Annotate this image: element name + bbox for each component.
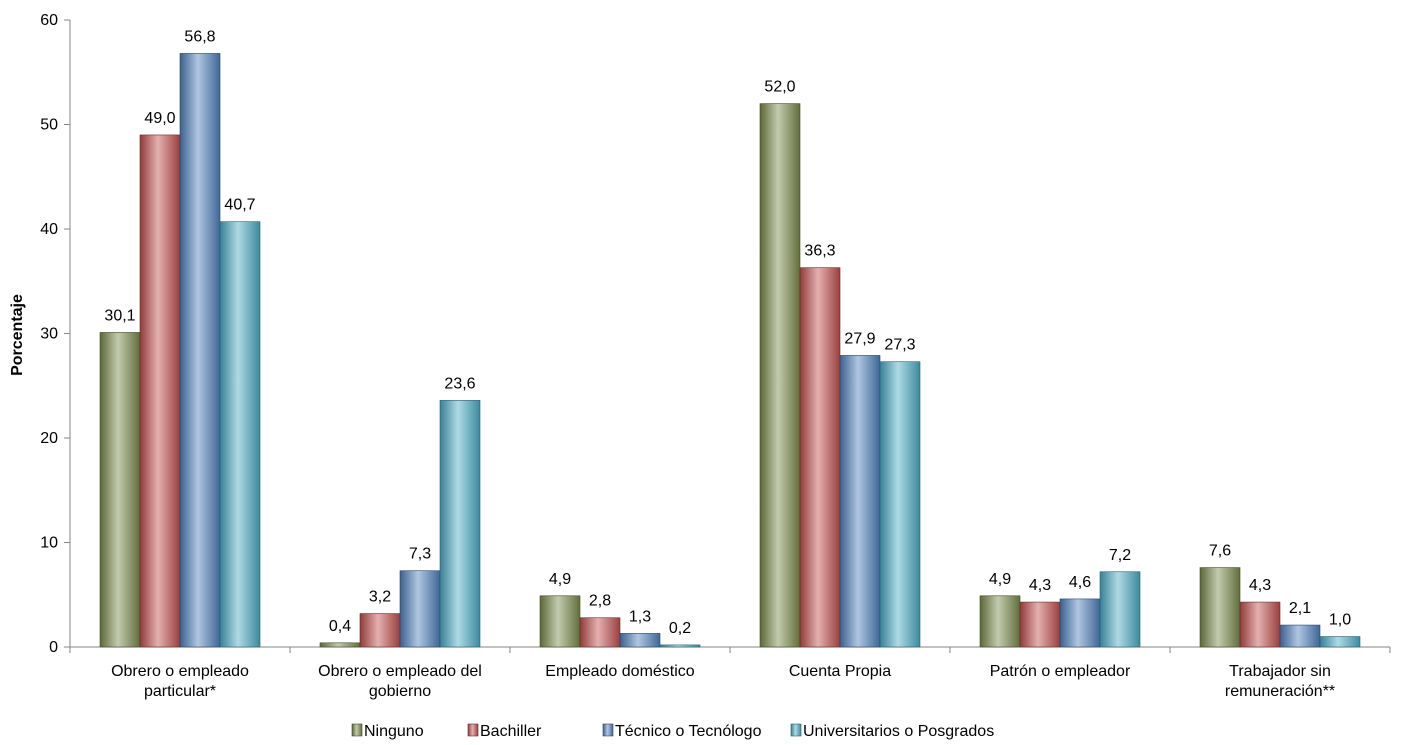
data-label: 40,7 bbox=[224, 197, 255, 214]
y-tick-label: 50 bbox=[40, 117, 58, 134]
bar bbox=[359, 613, 401, 648]
legend-label: Ninguno bbox=[364, 723, 424, 740]
data-label: 1,0 bbox=[1329, 612, 1351, 629]
bar bbox=[179, 53, 221, 648]
x-tick-label: Empleado doméstico bbox=[545, 663, 695, 680]
bar bbox=[1279, 624, 1321, 648]
bar bbox=[1099, 571, 1141, 648]
data-label: 2,8 bbox=[589, 593, 611, 610]
data-label: 23,6 bbox=[444, 375, 475, 392]
bar bbox=[659, 644, 701, 648]
data-label: 7,2 bbox=[1109, 547, 1131, 564]
y-tick-label: 20 bbox=[40, 430, 58, 447]
x-tick-labels: Obrero o empleado particular* Obrero o emp… bbox=[111, 663, 1335, 700]
legend-label: Universitarios o Posgrados bbox=[803, 723, 994, 740]
x-tick-label: Obrero o empleado del bbox=[318, 663, 482, 680]
x-tick-label: Patrón o empleador bbox=[990, 663, 1131, 680]
legend-label: Bachiller bbox=[480, 723, 542, 740]
bar bbox=[1239, 601, 1281, 648]
x-tick-label: Cuenta Propia bbox=[789, 663, 891, 680]
data-label: 3,2 bbox=[369, 589, 391, 606]
legend-swatch bbox=[790, 723, 802, 737]
bar bbox=[879, 361, 921, 648]
bar bbox=[579, 617, 621, 648]
data-label: 0,4 bbox=[329, 618, 351, 635]
bar bbox=[759, 103, 801, 648]
legend-label: Técnico o Tecnólogo bbox=[615, 723, 762, 740]
bar bbox=[1059, 598, 1101, 648]
legend-swatch bbox=[467, 723, 479, 737]
y-tick-label: 30 bbox=[40, 326, 58, 343]
data-label: 2,1 bbox=[1289, 600, 1311, 617]
data-label: 1,3 bbox=[629, 608, 651, 625]
y-tick-label: 60 bbox=[40, 12, 58, 29]
x-tick-label: Obrero o empleado bbox=[111, 663, 249, 680]
data-label: 7,3 bbox=[409, 546, 431, 563]
data-label: 7,6 bbox=[1209, 543, 1231, 560]
x-tick-label: Trabajador sin bbox=[1229, 663, 1331, 680]
data-label: 27,3 bbox=[884, 337, 915, 354]
bar bbox=[1019, 601, 1061, 648]
data-label: 36,3 bbox=[804, 243, 835, 260]
bar bbox=[219, 221, 261, 648]
bar bbox=[839, 355, 881, 648]
data-label: 27,9 bbox=[844, 330, 875, 347]
axes: 0 10 20 30 40 50 60 bbox=[40, 12, 1391, 656]
x-tick-label: gobierno bbox=[369, 683, 431, 700]
legend-swatch bbox=[351, 723, 363, 737]
y-axis-label: Porcentaje bbox=[9, 294, 26, 376]
data-label: 4,3 bbox=[1029, 577, 1051, 594]
bar bbox=[1199, 567, 1241, 648]
bar bbox=[319, 642, 361, 648]
data-label: 4,9 bbox=[989, 571, 1011, 588]
data-label: 30,1 bbox=[104, 307, 135, 324]
bar bbox=[139, 134, 181, 648]
legend: Ninguno Bachiller Técnico o Tecnólogo Unive… bbox=[351, 723, 994, 740]
data-label: 56,8 bbox=[184, 28, 215, 45]
data-label: 4,3 bbox=[1249, 577, 1271, 594]
y-tick-label: 40 bbox=[40, 221, 58, 238]
y-tick-label: 0 bbox=[49, 639, 58, 656]
bar bbox=[399, 570, 441, 648]
y-tick-label: 10 bbox=[40, 535, 58, 552]
data-label: 52,0 bbox=[764, 79, 795, 96]
bar bbox=[799, 267, 841, 648]
data-label: 0,2 bbox=[669, 620, 691, 637]
bars bbox=[99, 53, 1361, 648]
data-label: 4,9 bbox=[549, 571, 571, 588]
bar bbox=[439, 400, 481, 648]
bar bbox=[1319, 636, 1361, 648]
x-tick-label: remuneración** bbox=[1225, 683, 1335, 700]
x-tick-label: particular* bbox=[144, 683, 216, 700]
legend-swatch bbox=[602, 723, 614, 737]
bar bbox=[979, 595, 1021, 648]
bar bbox=[99, 332, 141, 648]
bar bbox=[619, 633, 661, 648]
data-labels: 30,1 49,0 56,8 40,7 0,4 3,2 7,3 23,6 4,9 2,8 1,3 0,… bbox=[104, 28, 1351, 636]
data-label: 49,0 bbox=[144, 110, 175, 127]
data-label: 4,6 bbox=[1069, 574, 1091, 591]
bar bbox=[539, 595, 581, 648]
